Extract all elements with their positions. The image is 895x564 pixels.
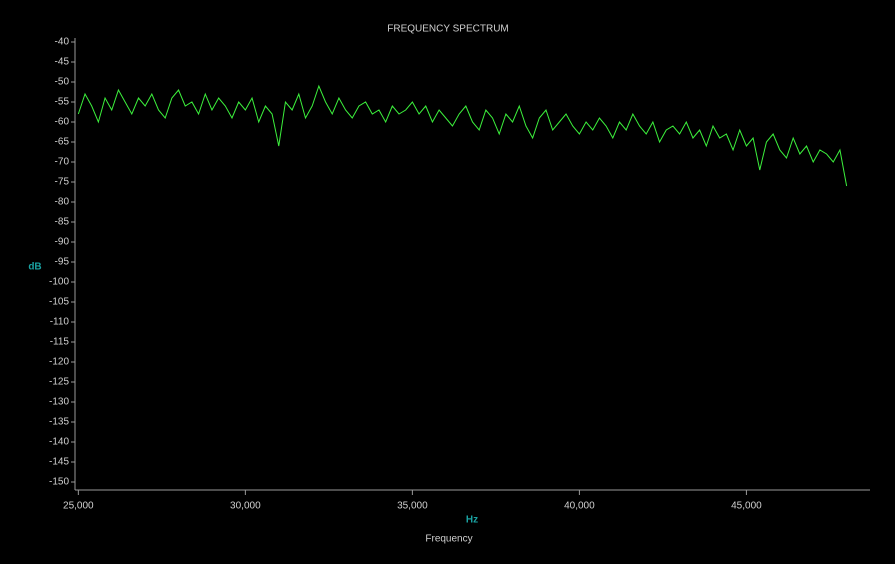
spectrum-line [77,84,848,187]
y-tick-label: -95 [55,257,70,268]
x-axis-label: Hz [466,515,478,526]
y-tick-label: -90 [55,237,70,248]
y-tick-label: -50 [55,77,70,88]
y-tick-label: -140 [49,437,69,448]
y-tick-label: -45 [55,57,70,68]
y-tick-label: -80 [55,197,70,208]
x-tick-label: 30,000 [230,501,261,512]
y-tick-label: -105 [49,297,69,308]
y-tick-label: -40 [55,37,70,48]
y-tick-label: -75 [55,177,70,188]
y-tick-label: -115 [50,337,70,348]
x-tick-label: 45,000 [731,501,762,512]
y-tick-label: -55 [55,97,70,108]
y-tick-label: -130 [49,397,69,408]
y-tick-label: -135 [49,417,69,428]
y-tick-label: -70 [55,157,70,168]
y-tick-label: -110 [50,317,70,328]
y-tick-label: -60 [55,117,70,128]
y-tick-label: -150 [49,477,69,488]
x-tick-label: 35,000 [397,501,428,512]
y-tick-label: -100 [49,277,69,288]
y-axis-label: dB [28,262,41,273]
y-tick-label: -85 [55,217,70,228]
y-tick-label: -120 [49,357,69,368]
footer-label: Frequency [425,534,472,545]
chart-title: FREQUENCY SPECTRUM [387,24,509,35]
x-tick-label: 40,000 [564,501,595,512]
y-tick-label: -65 [55,137,70,148]
y-tick-label: -125 [49,377,69,388]
y-tick-label: -145 [49,457,69,468]
x-tick-label: 25,000 [63,501,94,512]
